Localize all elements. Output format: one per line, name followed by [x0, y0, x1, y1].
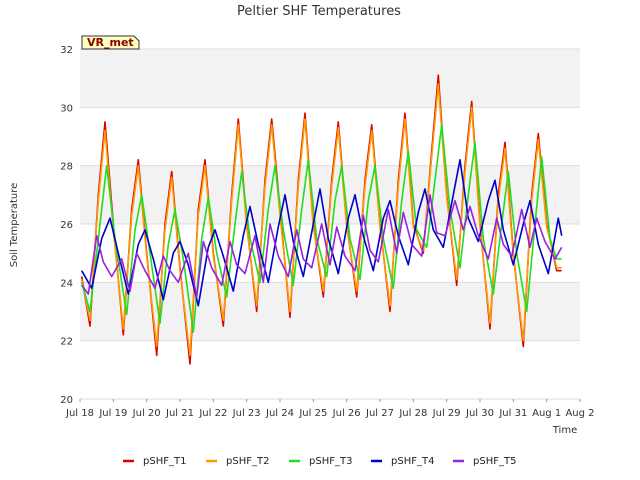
plot-band	[80, 49, 580, 108]
x-tick-label: Jul 29	[432, 408, 461, 419]
x-tick-label: Aug 1	[532, 408, 561, 419]
x-tick-label: Jul 21	[165, 408, 194, 419]
plot-band	[80, 107, 580, 166]
x-tick-label: Jul 26	[332, 408, 361, 419]
x-tick-label: Jul 28	[398, 408, 427, 419]
y-tick-label: 24	[60, 278, 73, 289]
x-tick-label: Jul 18	[65, 408, 94, 419]
x-tick-label: Aug 2	[565, 408, 594, 419]
y-tick-label: 20	[60, 395, 73, 406]
x-tick-label: Jul 23	[232, 408, 261, 419]
badge-box	[81, 35, 140, 50]
legend-pshf-t5-label: pSHF_T5	[473, 456, 516, 467]
plot-band	[80, 340, 580, 399]
y-axis-ticks: 20 22 24 26 28 30 32	[60, 45, 73, 406]
x-tick-label: Jul 24	[265, 408, 294, 419]
legend-pshf-t2-label: pSHF_T2	[226, 456, 269, 467]
series-layer	[80, 74, 563, 365]
legend-pshf-t1-label: pSHF_T1	[143, 456, 186, 467]
x-tick-label: Jul 20	[132, 408, 161, 419]
y-tick-label: 22	[60, 337, 73, 348]
chart-title: Peltier SHF Temperatures	[237, 4, 401, 19]
x-axis-label: Time	[552, 425, 577, 436]
x-tick-label: Jul 22	[198, 408, 227, 419]
legend: pSHF_T1 pSHF_T2 pSHF_T3 pSHF_T4 pSHF_T5	[123, 456, 516, 467]
x-axis-ticks: Jul 18 Jul 19 Jul 20 Jul 21 Jul 22 Jul 23 Jul …	[65, 399, 595, 419]
y-tick-label: 30	[60, 103, 73, 114]
y-tick-label: 26	[60, 220, 73, 231]
legend-pshf-t3-label: pSHF_T3	[309, 456, 352, 467]
y-axis-label: Soil Temperature	[9, 183, 20, 268]
x-tick-label: Jul 30	[465, 408, 494, 419]
legend-pshf-t4-label: pSHF_T4	[391, 456, 434, 467]
x-tick-label: Jul 19	[98, 408, 127, 419]
series-line-pshf-t2	[80, 83, 562, 357]
series-line-pshf-t5	[81, 194, 563, 298]
y-tick-label: 32	[60, 45, 73, 56]
x-tick-label: Jul 25	[298, 408, 327, 419]
badge-label: VR_met	[87, 36, 134, 49]
vr-met-badge: VR_met	[81, 35, 140, 50]
x-tick-label: Jul 27	[365, 408, 394, 419]
x-tick-label: Jul 31	[498, 408, 527, 419]
y-tick-label: 28	[60, 162, 73, 173]
series-line-pshf-t4	[81, 159, 563, 307]
